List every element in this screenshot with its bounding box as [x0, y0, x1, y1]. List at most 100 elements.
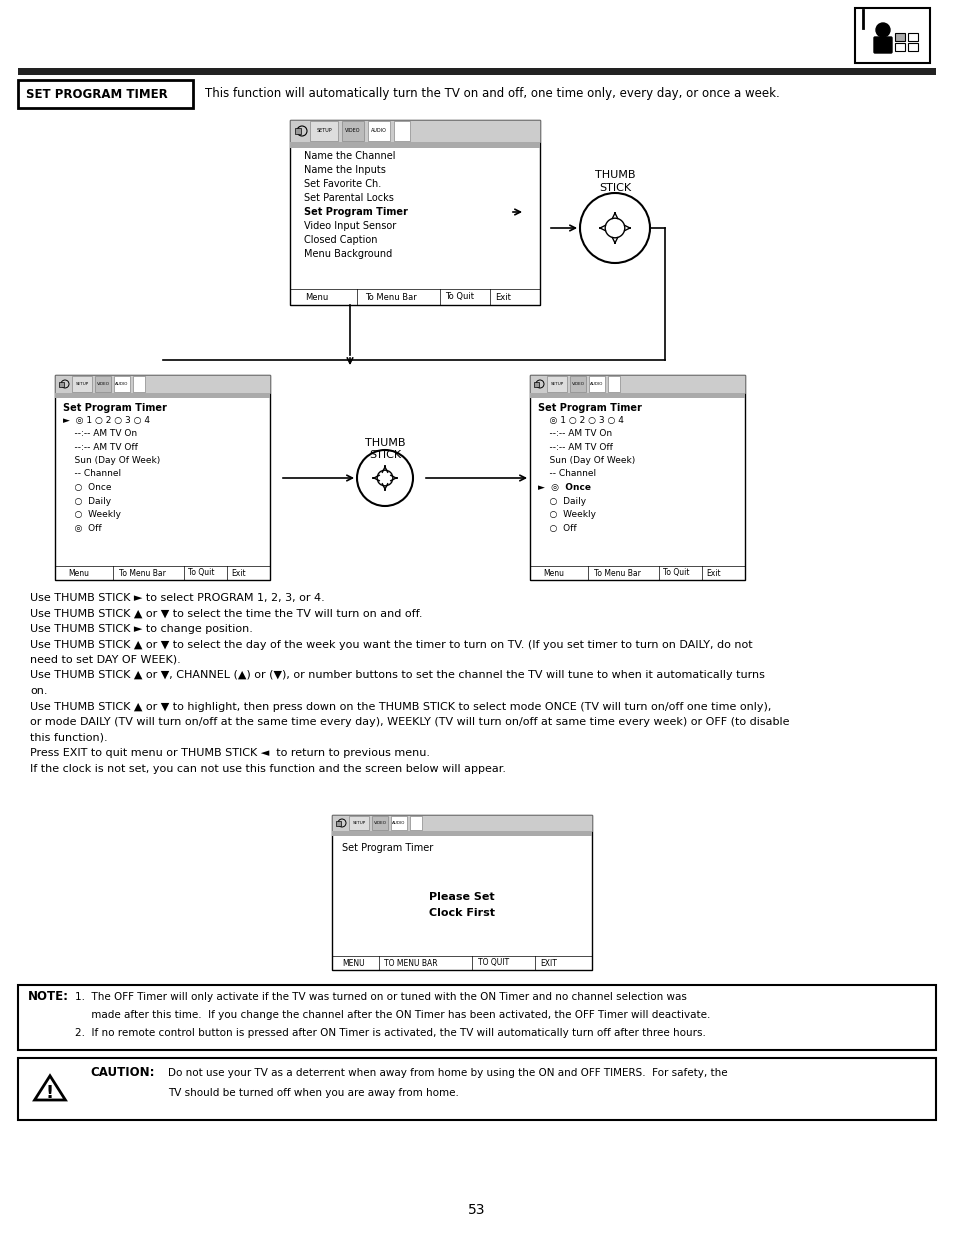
Text: SETUP: SETUP — [352, 821, 365, 825]
Text: Name the Inputs: Name the Inputs — [304, 165, 385, 175]
Text: SETUP: SETUP — [75, 382, 89, 387]
Bar — [294, 128, 301, 135]
Text: NOTE:: NOTE: — [28, 990, 69, 1004]
Bar — [394, 121, 410, 141]
Text: Closed Caption: Closed Caption — [304, 235, 377, 245]
Text: TV should be turned off when you are away from home.: TV should be turned off when you are awa… — [168, 1088, 458, 1098]
Bar — [332, 815, 592, 831]
Bar — [368, 121, 390, 141]
Text: AUDIO: AUDIO — [590, 382, 603, 387]
Bar — [310, 121, 337, 141]
Bar — [894, 33, 904, 41]
Bar — [530, 375, 744, 580]
Circle shape — [875, 23, 889, 37]
Text: ►  ◎  Once: ► ◎ Once — [537, 483, 590, 492]
Text: MENU: MENU — [342, 958, 365, 967]
Text: --:-- AM TV Off: --:-- AM TV Off — [63, 442, 138, 452]
Text: THUMB: THUMB — [364, 438, 405, 448]
Bar — [113, 375, 130, 391]
Text: THUMB: THUMB — [594, 170, 635, 180]
Text: Set Program Timer: Set Program Timer — [537, 403, 641, 412]
Text: ◎ 1 ○ 2 ○ 3 ○ 4: ◎ 1 ○ 2 ○ 3 ○ 4 — [537, 415, 623, 425]
Text: Set Program Timer: Set Program Timer — [341, 844, 433, 853]
Text: Use THUMB STICK ▲ or ▼, CHANNEL (▲) or (▼), or number buttons to set the channel: Use THUMB STICK ▲ or ▼, CHANNEL (▲) or (… — [30, 671, 764, 680]
Text: CAUTION:: CAUTION: — [90, 1067, 154, 1079]
Text: VIDEO: VIDEO — [96, 382, 110, 387]
Text: -- Channel: -- Channel — [63, 469, 121, 478]
Bar — [18, 986, 935, 1050]
Text: this function).: this function). — [30, 732, 108, 742]
Text: VIDEO: VIDEO — [374, 821, 386, 825]
Text: TO MENU BAR: TO MENU BAR — [384, 958, 437, 967]
Text: --:-- AM TV Off: --:-- AM TV Off — [537, 442, 612, 452]
Bar — [290, 120, 539, 142]
Text: To Quit: To Quit — [662, 568, 689, 578]
Bar — [349, 816, 369, 830]
Bar — [290, 289, 539, 305]
Bar — [907, 43, 917, 51]
Bar — [607, 375, 619, 391]
Text: Use THUMB STICK ▲ or ▼ to select the time the TV will turn on and off.: Use THUMB STICK ▲ or ▼ to select the tim… — [30, 609, 422, 619]
Text: SET PROGRAM TIMER: SET PROGRAM TIMER — [26, 88, 168, 100]
Bar — [332, 956, 592, 969]
Text: Menu Background: Menu Background — [304, 249, 392, 259]
Text: To Quit: To Quit — [188, 568, 214, 578]
Text: ◎  Off: ◎ Off — [63, 524, 102, 532]
Bar — [391, 816, 407, 830]
Text: ○  Daily: ○ Daily — [537, 496, 585, 505]
Text: 1.  The OFF Timer will only activate if the TV was turned on or tuned with the O: 1. The OFF Timer will only activate if t… — [75, 992, 686, 1002]
Text: Set Program Timer: Set Program Timer — [63, 403, 167, 412]
Text: ○  Weekly: ○ Weekly — [537, 510, 596, 519]
Text: To Menu Bar: To Menu Bar — [365, 293, 416, 301]
Bar — [290, 120, 539, 305]
Text: Do not use your TV as a deterrent when away from home by using the ON and OFF TI: Do not use your TV as a deterrent when a… — [168, 1068, 727, 1078]
Bar — [18, 80, 193, 107]
Bar — [569, 375, 585, 391]
Text: Name the Channel: Name the Channel — [304, 151, 395, 161]
Text: SETUP: SETUP — [315, 128, 332, 133]
Text: Menu: Menu — [305, 293, 328, 301]
Text: Set Program Timer: Set Program Timer — [304, 207, 408, 217]
Text: ○  Once: ○ Once — [63, 483, 112, 492]
Text: Video Input Sensor: Video Input Sensor — [304, 221, 395, 231]
Bar — [372, 816, 388, 830]
Text: Menu: Menu — [68, 568, 89, 578]
Bar — [534, 382, 538, 387]
Text: AUDIO: AUDIO — [371, 128, 387, 133]
Text: STICK: STICK — [598, 183, 630, 193]
Bar — [71, 375, 91, 391]
Bar — [546, 375, 566, 391]
Bar — [894, 43, 904, 51]
Bar — [854, 7, 929, 63]
Text: Use THUMB STICK ▲ or ▼ to select the day of the week you want the timer to turn : Use THUMB STICK ▲ or ▼ to select the day… — [30, 640, 752, 650]
Bar — [335, 820, 340, 825]
Text: Set Parental Locks: Set Parental Locks — [304, 193, 394, 203]
Text: ○  Weekly: ○ Weekly — [63, 510, 121, 519]
Text: Sun (Day Of Week): Sun (Day Of Week) — [63, 456, 160, 466]
Text: -- Channel: -- Channel — [537, 469, 596, 478]
Text: SETUP: SETUP — [550, 382, 563, 387]
Text: Press EXIT to quit menu or THUMB STICK ◄  to return to previous menu.: Press EXIT to quit menu or THUMB STICK ◄… — [30, 748, 430, 758]
Text: --:-- AM TV On: --:-- AM TV On — [537, 429, 612, 438]
Bar — [55, 375, 270, 580]
Text: TO QUIT: TO QUIT — [477, 958, 508, 967]
Bar — [132, 375, 145, 391]
Bar — [55, 375, 270, 393]
Text: 2.  If no remote control button is pressed after ON Timer is activated, the TV w: 2. If no remote control button is presse… — [75, 1028, 705, 1037]
Text: Use THUMB STICK ► to change position.: Use THUMB STICK ► to change position. — [30, 624, 253, 634]
Text: or mode DAILY (TV will turn on/off at the same time every day), WEEKLY (TV will : or mode DAILY (TV will turn on/off at th… — [30, 718, 789, 727]
Text: If the clock is not set, you can not use this function and the screen below will: If the clock is not set, you can not use… — [30, 763, 505, 773]
Bar — [530, 566, 744, 580]
Bar — [907, 33, 917, 41]
Text: ►  ◎ 1 ○ 2 ○ 3 ○ 4: ► ◎ 1 ○ 2 ○ 3 ○ 4 — [63, 415, 150, 425]
Text: STICK: STICK — [369, 450, 400, 459]
Text: Exit: Exit — [231, 568, 246, 578]
Bar — [530, 393, 744, 398]
Text: To Quit: To Quit — [444, 293, 474, 301]
Text: Use THUMB STICK ► to select PROGRAM 1, 2, 3, or 4.: Use THUMB STICK ► to select PROGRAM 1, 2… — [30, 593, 324, 603]
Bar — [410, 816, 421, 830]
Text: Set Favorite Ch.: Set Favorite Ch. — [304, 179, 381, 189]
Bar — [59, 382, 64, 387]
Text: Please Set: Please Set — [429, 893, 495, 903]
Bar — [332, 831, 592, 836]
